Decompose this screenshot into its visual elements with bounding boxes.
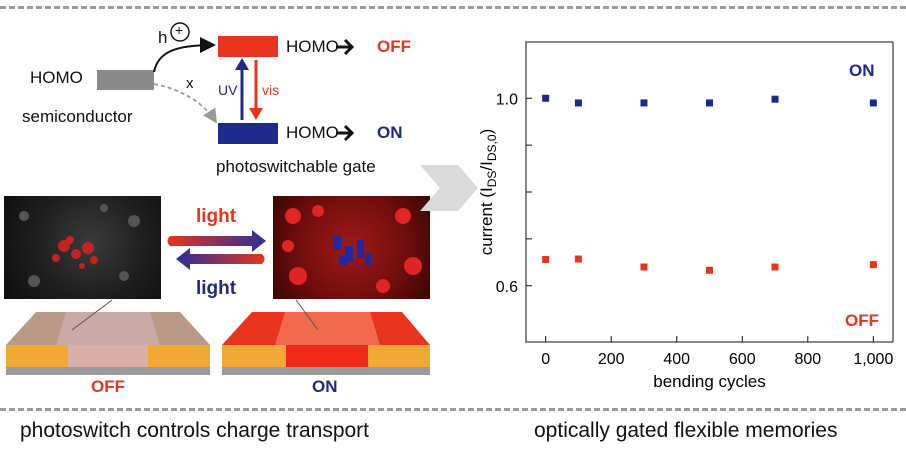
plus-label: + — [175, 22, 184, 38]
data-point-on — [706, 99, 713, 107]
device-on-label: ON — [312, 377, 338, 396]
y-axis-label-part: ) — [477, 129, 496, 135]
uv-arrow-head — [235, 58, 249, 70]
uv-label: UV — [218, 82, 238, 98]
x-tick-label: 400 — [663, 351, 690, 368]
homo-on-label: HOMO — [286, 123, 339, 142]
hole-transfer-arrow — [153, 37, 216, 73]
x-tick-label: 800 — [794, 351, 821, 368]
y-axis-label-part: current (I — [477, 187, 496, 255]
arrow-right-icon — [336, 124, 355, 142]
chart-svg: 0 200 400 600 800 1,000 0.6 1.0 bending cycles… — [477, 41, 894, 391]
data-point-on — [771, 95, 779, 103]
hole-circle-icon — [170, 22, 190, 42]
data-point-off — [869, 261, 877, 269]
y-axis-label-sub: DS — [485, 171, 499, 188]
blocked-transfer-arrow — [153, 83, 217, 124]
arrow-right-icon — [336, 38, 355, 56]
left-caption: photoswitch controls charge transport — [20, 419, 370, 442]
data-point-on — [542, 94, 550, 102]
series-off-label: OFF — [845, 311, 879, 330]
y-tick-label: 0.6 — [496, 279, 518, 296]
x-tick-label: 600 — [729, 351, 756, 368]
energy-diagram — [6, 22, 430, 375]
chevron-right-icon — [420, 165, 478, 211]
light-top-label: light — [196, 206, 237, 227]
data-point-off — [771, 263, 779, 271]
scene-on-image — [273, 196, 430, 299]
homo-off-label: HOMO — [286, 37, 339, 56]
data-point-off — [706, 266, 713, 274]
scene-off-image — [4, 196, 161, 299]
semiconductor-label: semiconductor — [22, 107, 133, 126]
top-dashed-rule — [0, 6, 906, 9]
y-axis-label-part: /I — [477, 161, 496, 170]
light-forward-arrow — [167, 230, 266, 252]
homo-semiconductor-label: HOMO — [30, 68, 83, 87]
on-state-label: ON — [377, 123, 403, 142]
off-state-label: OFF — [377, 37, 411, 56]
device-on-chip — [222, 299, 430, 375]
data-point-off — [640, 263, 648, 271]
bottom-dashed-rule — [0, 408, 906, 411]
vis-label: vis — [262, 82, 280, 98]
data-point-on — [869, 99, 877, 107]
y-axis-label-sub: DS,0 — [485, 134, 499, 161]
device-off-label: OFF — [91, 377, 125, 396]
photoswitchable-gate-label: photoswitchable gate — [216, 157, 376, 176]
data-point-on — [640, 99, 648, 107]
x-tick-label: 1,000 — [853, 351, 893, 368]
light-bottom-label: light — [196, 278, 237, 299]
gate-on-level — [218, 123, 278, 144]
vis-arrow-head — [249, 108, 263, 120]
photon-h-label: h — [158, 28, 168, 47]
series-on-label: ON — [849, 61, 875, 80]
data-point-on — [574, 99, 582, 107]
gate-off-level — [218, 36, 278, 57]
blocked-x-label: x — [186, 75, 194, 92]
data-point-off — [542, 256, 550, 263]
semiconductor-homo-level — [97, 70, 154, 90]
x-tick-label: 200 — [598, 351, 625, 368]
plot-frame — [525, 41, 894, 343]
data-point-off — [574, 255, 582, 263]
x-axis-label: bending cycles — [653, 372, 765, 391]
right-caption: optically gated flexible memories — [534, 419, 838, 442]
x-tick-label: 0 — [541, 351, 550, 368]
device-off-chip — [6, 299, 210, 375]
light-backward-arrow — [176, 248, 265, 270]
y-tick-label: 1.0 — [496, 91, 518, 108]
y-axis-label: current (IDS/IDS,0) — [477, 129, 499, 256]
